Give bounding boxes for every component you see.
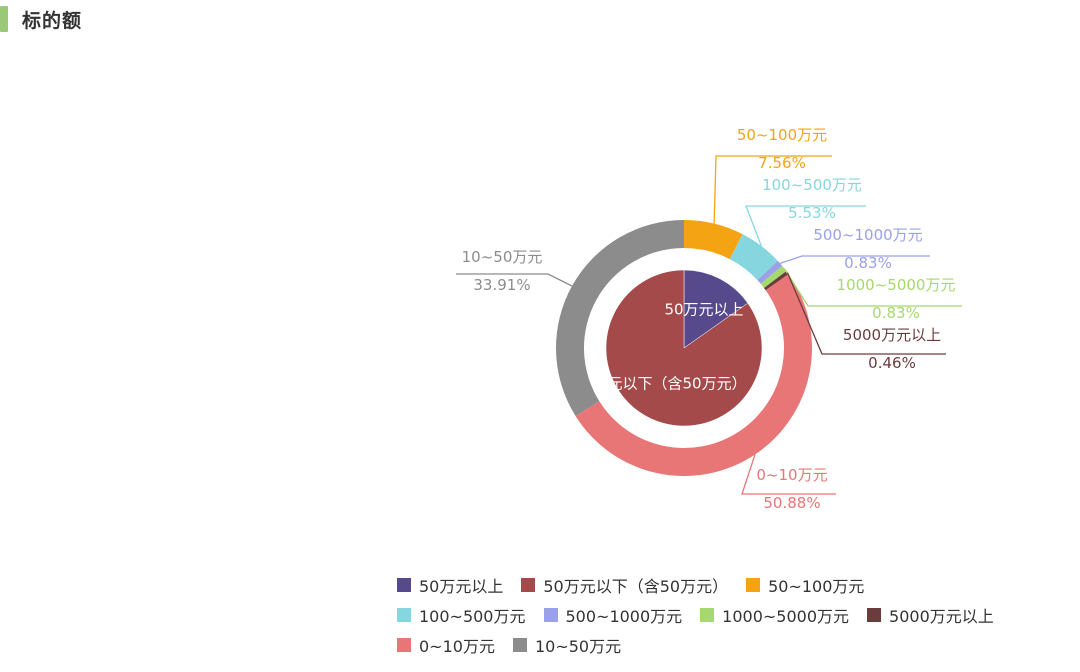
legend-swatch bbox=[700, 608, 715, 622]
inner-slice-1 bbox=[605, 269, 763, 427]
outer-slice-5 bbox=[575, 274, 813, 477]
outer-slice-3 bbox=[760, 265, 787, 288]
outer-slice-1 bbox=[729, 234, 778, 280]
leader-line-2 bbox=[779, 255, 930, 264]
outer-slice-name-0: 50~100万元 bbox=[737, 126, 827, 144]
legend-swatch bbox=[397, 578, 411, 592]
legend-item[interactable]: 0~10万元 bbox=[397, 633, 495, 657]
legend-label: 50万元以上 bbox=[419, 577, 504, 596]
legend-item[interactable]: 500~1000万元 bbox=[543, 603, 683, 627]
legend-label: 50万元以下（含50万元） bbox=[543, 577, 729, 596]
legend-label: 100~500万元 bbox=[419, 607, 526, 626]
leader-line-1 bbox=[745, 205, 866, 247]
legend-swatch bbox=[397, 608, 411, 622]
outer-slice-name-6: 10~50万元 bbox=[462, 248, 543, 266]
outer-slice-name-5: 0~10万元 bbox=[756, 466, 827, 484]
legend-swatch bbox=[867, 608, 882, 622]
legend-label: 50~100万元 bbox=[768, 577, 865, 596]
outer-slice-pct-1: 5.53% bbox=[788, 204, 836, 222]
legend-label: 5000万元以上 bbox=[889, 607, 994, 626]
title-accent-bar bbox=[0, 6, 8, 32]
inner-slice-label-1: 50万元以下（含50万元） bbox=[573, 375, 746, 393]
outer-slice-name-4: 5000万元以上 bbox=[843, 326, 941, 344]
legend-row: 0~10万元 10~50万元 bbox=[397, 630, 997, 660]
outer-slice-name-3: 1000~5000万元 bbox=[837, 276, 956, 294]
legend-swatch bbox=[397, 638, 411, 652]
outer-slice-pct-5: 50.88% bbox=[763, 494, 820, 512]
chart-legend: 50万元以上 50万元以下（含50万元） 50~100万元 100~500万元 500~… bbox=[397, 570, 997, 660]
outer-slice-2 bbox=[757, 260, 783, 284]
legend-item[interactable]: 1000~5000万元 bbox=[700, 603, 849, 627]
legend-item[interactable]: 50~100万元 bbox=[746, 573, 864, 597]
outer-slice-pct-6: 33.91% bbox=[473, 276, 530, 294]
outer-slice-0 bbox=[684, 220, 743, 260]
legend-label: 0~10万元 bbox=[419, 637, 495, 656]
legend-item[interactable]: 5000万元以上 bbox=[867, 603, 994, 627]
outer-slice-name-2: 500~1000万元 bbox=[813, 226, 922, 244]
outer-slice-pct-3: 0.83% bbox=[872, 304, 920, 322]
page-title: 标的额 bbox=[22, 9, 83, 32]
inner-slice-label-0: 50万元以上 bbox=[664, 301, 743, 319]
outer-slice-name-1: 100~500万元 bbox=[762, 176, 862, 194]
legend-item[interactable]: 50万元以下（含50万元） bbox=[521, 573, 728, 597]
inner-slice-0 bbox=[683, 269, 749, 349]
outer-slice-pct-0: 7.56% bbox=[758, 154, 806, 172]
leader-line-6 bbox=[456, 273, 573, 287]
legend-swatch bbox=[543, 608, 558, 622]
legend-item[interactable]: 10~50万元 bbox=[512, 633, 622, 657]
leader-line-0 bbox=[713, 155, 832, 224]
section-header: 标的额 bbox=[0, 6, 82, 32]
legend-item[interactable]: 100~500万元 bbox=[397, 603, 526, 627]
legend-row: 50万元以上 50万元以下（含50万元） 50~100万元 bbox=[397, 570, 997, 600]
legend-label: 500~1000万元 bbox=[565, 607, 683, 626]
outer-slice-4 bbox=[763, 271, 789, 291]
legend-swatch bbox=[512, 638, 527, 652]
outer-slice-6 bbox=[556, 220, 684, 416]
outer-slice-pct-4: 0.46% bbox=[868, 354, 916, 372]
legend-item[interactable]: 50万元以上 bbox=[397, 573, 503, 597]
leader-line-3 bbox=[783, 268, 962, 307]
legend-label: 1000~5000万元 bbox=[722, 607, 850, 626]
leader-line-4 bbox=[786, 272, 946, 355]
outer-slice-pct-2: 0.83% bbox=[844, 254, 892, 272]
leader-line-5 bbox=[741, 454, 836, 495]
legend-label: 10~50万元 bbox=[534, 637, 622, 656]
legend-swatch bbox=[746, 578, 761, 592]
legend-swatch bbox=[521, 578, 536, 592]
legend-row: 100~500万元 500~1000万元 1000~5000万元 5000万元以上 bbox=[397, 600, 997, 630]
